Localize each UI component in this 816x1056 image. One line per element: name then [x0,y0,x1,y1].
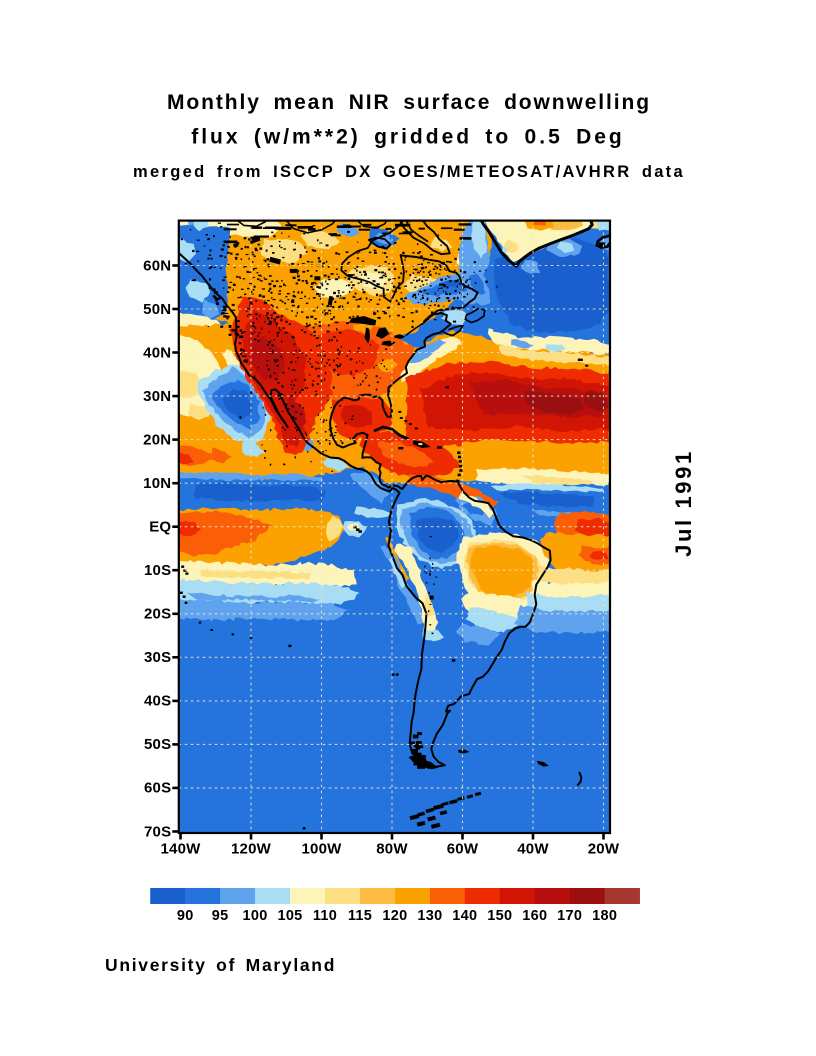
svg-text:University of Maryland: University of Maryland [105,955,336,975]
svg-text:180: 180 [592,908,617,924]
svg-text:50S: 50S [144,736,171,753]
svg-text:160: 160 [522,908,547,924]
svg-text:105: 105 [277,908,302,924]
svg-text:EQ: EQ [149,519,171,536]
svg-text:100: 100 [243,908,268,924]
svg-text:115: 115 [348,908,372,924]
svg-text:80W: 80W [376,841,408,858]
svg-text:95: 95 [212,908,229,924]
svg-text:150: 150 [487,908,512,924]
svg-text:120: 120 [382,908,407,924]
svg-text:flux (w/m**2) gridded to 0.5 D: flux (w/m**2) gridded to 0.5 Deg [191,126,625,149]
svg-text:140W: 140W [161,841,202,858]
svg-text:10S: 10S [144,562,171,579]
svg-text:70S: 70S [144,823,171,840]
svg-text:30N: 30N [143,388,171,405]
svg-text:170: 170 [557,908,582,924]
svg-text:10N: 10N [143,475,171,492]
svg-text:40W: 40W [517,841,549,858]
svg-text:Monthly mean NIR surface downw: Monthly mean NIR surface downwelling [167,91,651,114]
svg-text:60S: 60S [144,780,171,797]
svg-text:120W: 120W [231,841,272,858]
svg-text:140: 140 [452,908,477,924]
svg-text:20S: 20S [144,606,171,623]
svg-text:100W: 100W [302,841,343,858]
svg-text:20W: 20W [588,841,620,858]
svg-text:merged from ISCCP DX GOES/METE: merged from ISCCP DX GOES/METEOSAT/AVHRR… [133,163,685,181]
svg-text:130: 130 [417,908,442,924]
svg-text:40S: 40S [144,693,171,710]
svg-text:40N: 40N [143,344,171,361]
svg-text:Jul 1991: Jul 1991 [671,449,696,557]
svg-text:30S: 30S [144,649,171,666]
svg-text:90: 90 [177,908,194,924]
svg-text:20N: 20N [143,431,171,448]
svg-text:110: 110 [313,908,337,924]
svg-text:60W: 60W [447,841,479,858]
svg-text:60N: 60N [143,257,171,274]
svg-text:50N: 50N [143,301,171,318]
